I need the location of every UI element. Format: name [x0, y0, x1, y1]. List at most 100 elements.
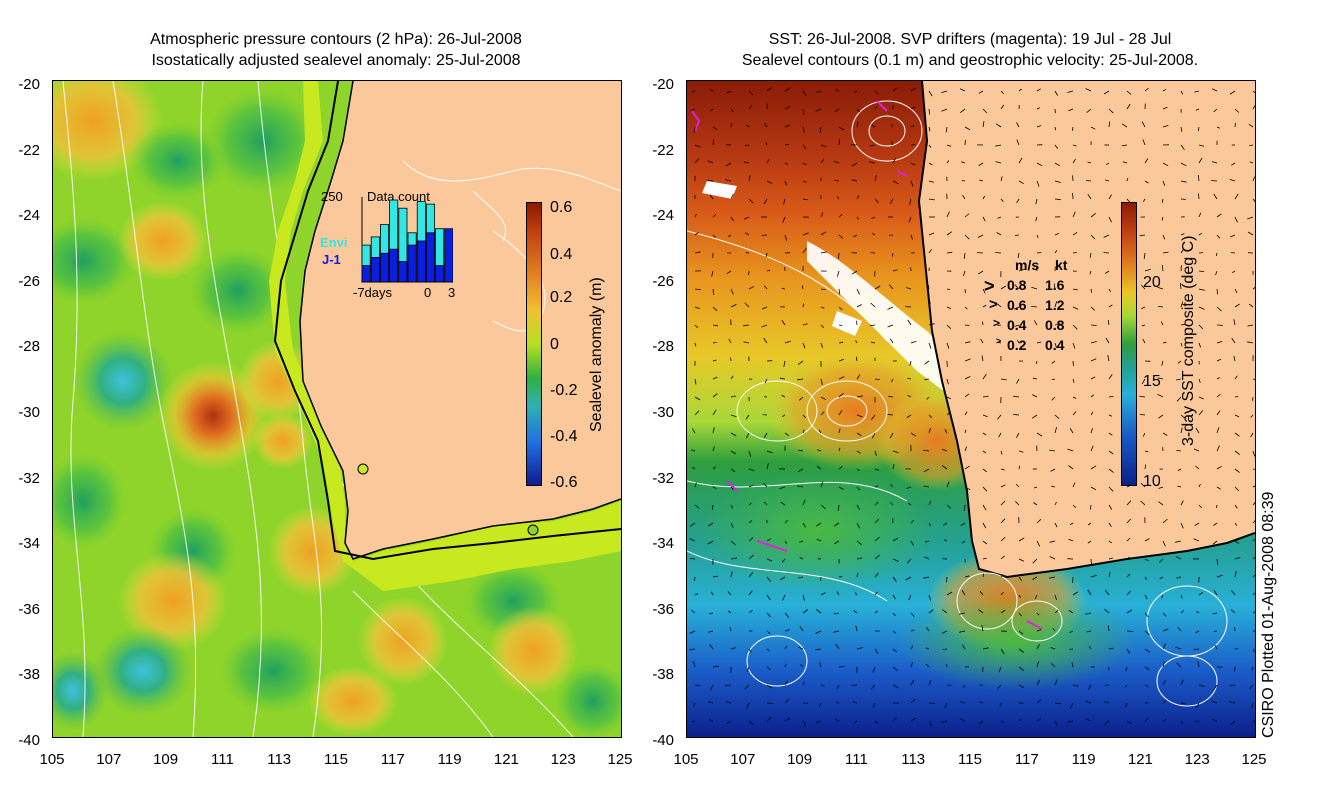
velocity-arrow	[910, 717, 917, 722]
sst-map	[687, 81, 1255, 737]
velocity-arrow	[1216, 504, 1218, 509]
velocity-arrow	[892, 630, 897, 634]
velocity-arrow	[1252, 520, 1255, 524]
velocity-arrow	[1141, 324, 1146, 327]
right-x-tick: 109	[787, 751, 813, 768]
velocity-arrow	[1107, 319, 1110, 326]
velocity-arrow	[963, 270, 966, 277]
velocity-arrow	[910, 645, 914, 650]
velocity-arrow	[1090, 428, 1093, 434]
velocity-arrow	[941, 108, 948, 112]
velocity-arrow	[1104, 720, 1110, 725]
velocity-arrow	[982, 108, 988, 114]
velocity-arrow	[1198, 270, 1205, 272]
velocity-arrow	[1216, 558, 1219, 565]
velocity-arrow	[1090, 212, 1096, 218]
velocity-arrow	[1050, 468, 1056, 472]
velocity-arrow	[1144, 450, 1149, 453]
velocity-arrow	[838, 392, 844, 398]
velocity-arrow	[1032, 558, 1038, 564]
left-x-tick: 123	[550, 751, 576, 768]
velocity-arrow	[1230, 720, 1236, 726]
velocity-arrow	[1031, 306, 1038, 308]
velocity-arrow	[910, 234, 913, 240]
velocity-arrow	[1234, 504, 1238, 509]
velocity-arrow	[928, 427, 931, 434]
velocity-arrow	[779, 377, 786, 380]
velocity-arrow	[1180, 702, 1186, 705]
velocity-arrow	[1090, 324, 1097, 326]
velocity-arrow	[694, 158, 700, 164]
velocity-arrow	[1104, 270, 1110, 274]
velocity-arrow	[1126, 556, 1130, 560]
velocity-arrow	[964, 376, 971, 380]
right-y-tick: -34	[652, 535, 674, 553]
velocity-arrow	[926, 627, 930, 632]
velocity-arrow	[1000, 176, 1003, 182]
velocity-arrow	[1141, 378, 1146, 385]
velocity-arrow	[743, 161, 750, 164]
velocity-arrow	[874, 648, 879, 654]
velocity-arrow	[1125, 666, 1128, 672]
velocity-arrow	[784, 663, 787, 668]
velocity-arrow	[784, 124, 790, 128]
velocity-arrow	[874, 285, 881, 290]
velocity-arrow	[1016, 198, 1020, 204]
velocity-arrow	[1017, 252, 1020, 259]
velocity-arrow	[1014, 284, 1020, 290]
velocity-arrow	[1054, 144, 1059, 149]
velocity-arrow	[888, 396, 894, 398]
velocity-arrow	[856, 108, 861, 113]
velocity-arrow	[960, 108, 966, 114]
velocity-arrow	[944, 429, 948, 434]
velocity-arrow	[1193, 538, 1200, 542]
velocity-arrow	[1162, 162, 1169, 167]
velocity-arrow	[784, 612, 790, 618]
velocity-arrow	[836, 684, 840, 690]
velocity-arrow	[941, 90, 948, 94]
velocity-arrow	[890, 123, 894, 128]
velocity-arrow	[784, 432, 789, 437]
velocity-arrow	[1252, 468, 1255, 470]
velocity-arrow	[820, 212, 824, 218]
velocity-arrow	[802, 303, 805, 308]
velocity-arrow	[892, 537, 899, 542]
velocity-arrow	[1234, 468, 1240, 473]
velocity-arrow	[691, 449, 696, 452]
velocity-arrow	[856, 414, 863, 418]
velocity-arrow	[784, 234, 788, 241]
velocity-arrow	[1000, 285, 1007, 290]
left-y-tick: -40	[18, 732, 40, 749]
velocity-arrow	[1234, 108, 1240, 113]
velocity-arrow	[1230, 609, 1236, 614]
velocity-arrow	[856, 468, 860, 472]
velocity-arrow	[855, 625, 858, 632]
velocity-arrow	[909, 360, 912, 366]
left-x-tick: 125	[607, 751, 633, 768]
velocity-arrow	[943, 522, 948, 526]
velocity-arrow	[1032, 394, 1038, 398]
velocity-arrow	[727, 234, 732, 238]
velocity-arrow	[746, 124, 750, 128]
velocity-arrow	[1072, 684, 1079, 687]
credit-text: CSIRO Plotted 01-Aug-2008 08:39	[1260, 491, 1277, 738]
velocity-arrow	[1000, 555, 1005, 560]
velocity-arrow	[782, 216, 786, 223]
velocity-arrow	[892, 87, 898, 92]
velocity-arrow	[1054, 323, 1061, 326]
velocity-arrow	[748, 572, 754, 578]
velocity-arrow	[800, 664, 804, 668]
velocity-arrow	[928, 702, 935, 704]
velocity-arrow	[1195, 465, 1200, 470]
velocity-arrow	[1144, 630, 1150, 636]
velocity-arrow	[1229, 90, 1236, 95]
velocity-arrow	[1197, 175, 1200, 182]
velocity-arrow	[694, 576, 696, 581]
velocity-arrow	[892, 717, 897, 722]
velocity-arrow	[1000, 720, 1005, 724]
velocity-arrow	[961, 540, 966, 544]
velocity-arrow	[1108, 288, 1111, 293]
velocity-arrow	[820, 288, 826, 290]
velocity-arrow	[820, 504, 826, 510]
velocity-arrow	[872, 666, 876, 673]
